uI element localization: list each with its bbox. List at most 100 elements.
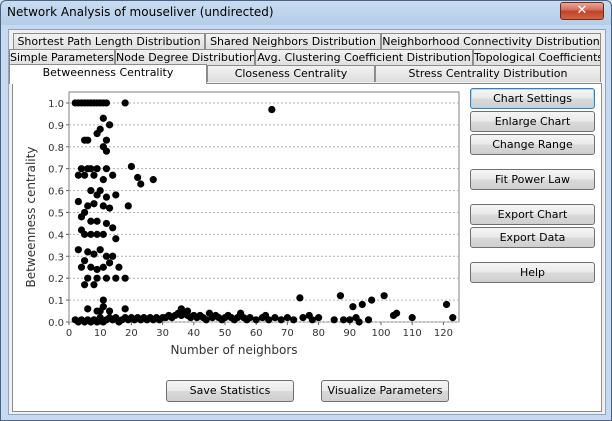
tab-node-degree-distribution[interactable]: Node Degree Distribution — [115, 49, 255, 66]
help-button[interactable]: Help — [470, 262, 595, 283]
data-point — [330, 316, 338, 324]
data-point — [105, 204, 114, 212]
data-point — [283, 314, 291, 322]
data-point — [258, 314, 267, 322]
data-point — [115, 263, 123, 271]
data-point — [124, 202, 132, 210]
tab-shared-neighbors-distribution[interactable]: Shared Neighbors Distribution — [205, 33, 381, 50]
data-point — [84, 202, 92, 210]
x-tick-label: 100 — [371, 328, 390, 339]
data-point — [112, 274, 120, 282]
y-tick-label: 0.8 — [48, 143, 64, 154]
data-point — [149, 176, 157, 184]
tab-shortest-path-length-distribution[interactable]: Shortest Path Length Distribution — [13, 33, 205, 50]
data-point — [99, 114, 107, 122]
y-tick-label: 0.9 — [48, 121, 64, 132]
x-axis-label: Number of neighbors — [170, 343, 297, 357]
tab-stress-centrality-distribution[interactable]: Stress Centrality Distribution — [375, 65, 601, 82]
data-point — [408, 314, 416, 322]
close-icon[interactable]: ✕ — [560, 2, 604, 20]
data-point — [93, 165, 101, 173]
export-data-button[interactable]: Export Data — [470, 227, 595, 248]
data-point — [109, 224, 117, 232]
fit-power-law-button[interactable]: Fit Power Law — [470, 169, 595, 190]
data-point — [87, 217, 95, 225]
export-chart-button[interactable]: Export Chart — [470, 204, 595, 225]
data-point — [90, 171, 98, 179]
betweenness-scatter-chart[interactable]: 0.0 0.1 0.2 0.3 0.4 0.5 0.6 0.7 0.8 0.9 1.0 0 10 20 30… — [13, 84, 469, 374]
plot-area — [68, 91, 460, 323]
data-point — [93, 217, 101, 225]
data-point — [81, 230, 89, 238]
chart-settings-button[interactable]: Chart Settings — [470, 88, 595, 109]
data-point — [87, 230, 95, 238]
data-point — [368, 296, 376, 304]
data-point — [252, 316, 260, 324]
data-point — [99, 202, 107, 210]
data-point — [84, 248, 92, 256]
y-tick-label: 1.0 — [48, 99, 64, 110]
x-tick-label: 20 — [125, 328, 138, 339]
data-point — [121, 99, 129, 107]
data-point — [74, 197, 82, 206]
tab-simple-parameters[interactable]: Simple Parameters — [9, 49, 115, 66]
data-point — [134, 173, 142, 182]
data-point — [99, 176, 107, 184]
visualize-parameters-button[interactable]: Visualize Parameters — [321, 380, 449, 402]
data-point — [393, 309, 401, 317]
data-point — [90, 281, 98, 289]
data-point — [233, 314, 242, 322]
data-point — [102, 165, 111, 173]
tab-topological-coefficients[interactable]: Topological Coefficients — [473, 49, 601, 66]
tab-betweenness-centrality[interactable]: Betweenness Centrality — [9, 64, 207, 84]
save-statistics-button[interactable]: Save Statistics — [166, 380, 294, 402]
data-point — [102, 136, 111, 144]
data-point — [109, 252, 117, 260]
tab-neighborhood-connectivity-distribution[interactable]: Neighborhood Connectivity Distribution — [381, 33, 601, 50]
x-tick-label: 80 — [312, 328, 325, 339]
y-tick-label: 0.0 — [48, 318, 64, 329]
x-tick-label: 120 — [434, 328, 453, 339]
tab-closeness-centrality[interactable]: Closeness Centrality — [207, 65, 375, 82]
dialog-content: Shortest Path Length Distribution Shared… — [8, 29, 606, 415]
data-point — [81, 281, 89, 289]
data-point — [271, 314, 279, 322]
data-point — [449, 314, 457, 322]
data-point — [336, 292, 345, 300]
data-point — [121, 274, 129, 282]
data-point — [84, 305, 92, 313]
data-point — [77, 213, 86, 221]
x-tick-label: 110 — [403, 328, 422, 339]
data-point — [105, 121, 114, 129]
data-point — [268, 105, 276, 114]
data-point — [90, 200, 98, 208]
y-tick-label: 0.4 — [48, 230, 64, 241]
x-tick-label: 0 — [66, 328, 72, 339]
title-bar[interactable]: Network Analysis of mouseliver (undirect… — [1, 1, 611, 25]
data-point — [109, 171, 117, 179]
data-point — [84, 274, 92, 282]
y-tick-label: 0.7 — [48, 165, 64, 176]
data-point — [339, 316, 348, 324]
window-title: Network Analysis of mouseliver (undirect… — [7, 5, 274, 19]
data-point — [380, 292, 388, 300]
tab-panel: 0.0 0.1 0.2 0.3 0.4 0.5 0.6 0.7 0.8 0.9 1.0 0 10 20 30… — [12, 83, 602, 412]
tab-avg-clustering-coefficient-distribution[interactable]: Avg. Clustering Coefficient Distribution — [255, 49, 473, 66]
data-point — [102, 193, 111, 201]
x-tick-label: 40 — [187, 328, 200, 339]
y-tick-label: 0.2 — [48, 274, 64, 285]
data-point — [315, 314, 323, 322]
data-point — [112, 191, 120, 199]
change-range-button[interactable]: Change Range — [470, 134, 595, 155]
x-tick-label: 30 — [156, 328, 169, 339]
data-point — [112, 235, 120, 243]
y-tick-label: 0.1 — [48, 296, 64, 307]
data-point — [87, 186, 95, 195]
data-point — [99, 230, 107, 238]
data-point — [81, 257, 89, 265]
enlarge-chart-button[interactable]: Enlarge Chart — [470, 111, 595, 132]
data-point — [346, 316, 354, 324]
data-point — [74, 171, 82, 179]
data-point — [102, 99, 111, 107]
data-point — [349, 303, 357, 311]
